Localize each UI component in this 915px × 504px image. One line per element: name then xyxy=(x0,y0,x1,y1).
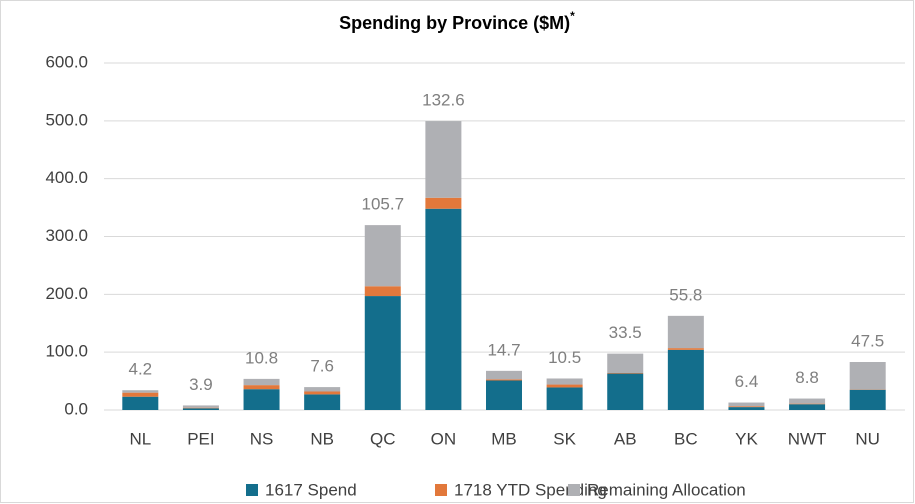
bar-segment xyxy=(364,225,401,287)
y-tick-label: 400.0 xyxy=(45,168,88,187)
x-tick-label: SK xyxy=(553,429,576,448)
bar-segment xyxy=(364,286,401,297)
data-label: 14.7 xyxy=(487,340,520,359)
y-tick-label: 0.0 xyxy=(64,399,88,418)
bar-segment xyxy=(546,378,583,385)
bar-segment xyxy=(849,389,886,410)
bar-segment xyxy=(425,197,462,209)
data-label: 55.8 xyxy=(669,285,702,304)
bar-segment xyxy=(364,296,401,410)
data-label: 7.6 xyxy=(310,357,334,376)
x-tick-label: NL xyxy=(129,429,151,448)
x-tick-label: YK xyxy=(735,429,758,448)
bar-segment xyxy=(486,379,522,381)
title-note: * xyxy=(570,9,575,23)
x-tick-label: AB xyxy=(614,429,637,448)
x-tick-label: MB xyxy=(491,429,517,448)
y-tick-label: 600.0 xyxy=(45,52,88,71)
bar-segment xyxy=(425,121,462,198)
data-label: 132.6 xyxy=(422,91,465,110)
bar-segment xyxy=(728,406,765,408)
bar-segment xyxy=(849,361,886,390)
x-tick-label: NU xyxy=(855,429,880,448)
data-label: 8.8 xyxy=(795,368,819,387)
y-tick-label: 300.0 xyxy=(45,226,88,245)
bar-segment xyxy=(667,348,704,350)
x-tick-label: PEI xyxy=(187,429,214,448)
legend-label: 1718 YTD Spending xyxy=(454,480,607,499)
x-tick-label: NS xyxy=(250,429,274,448)
bar-segment xyxy=(607,373,644,410)
legend-swatch xyxy=(435,484,447,496)
title-text: Spending by Province ($M) xyxy=(339,13,570,33)
bar-segment xyxy=(546,384,583,388)
bar-segment xyxy=(122,396,159,410)
data-label: 10.8 xyxy=(245,348,278,367)
data-label: 33.5 xyxy=(609,323,642,342)
bar-segment xyxy=(789,398,826,404)
bar-segment xyxy=(607,353,644,373)
bar-segment xyxy=(789,403,826,405)
data-label: 47.5 xyxy=(851,331,884,350)
bar-segment xyxy=(607,372,644,374)
bar-segment xyxy=(182,405,219,408)
legend-label: Remaining Allocation xyxy=(587,480,746,499)
bar-segment xyxy=(182,407,219,409)
data-label: 105.7 xyxy=(361,195,404,214)
bar-segment xyxy=(182,408,219,410)
x-tick-label: ON xyxy=(431,429,457,448)
bar-segment xyxy=(728,402,765,407)
bar-segment xyxy=(425,208,462,410)
bar-segment xyxy=(667,349,704,410)
data-label: 3.9 xyxy=(189,375,213,394)
x-tick-label: NB xyxy=(310,429,334,448)
y-tick-label: 200.0 xyxy=(45,284,88,303)
bar-segment xyxy=(546,387,583,410)
data-label: 6.4 xyxy=(735,372,759,391)
bar-segment xyxy=(789,404,826,410)
bar-segment xyxy=(122,390,159,393)
bar-segment xyxy=(667,315,704,349)
bar-segment xyxy=(304,391,341,395)
bar-segment xyxy=(122,392,159,397)
bar-segment xyxy=(243,385,280,390)
legend-swatch xyxy=(246,484,258,496)
x-tick-label: BC xyxy=(674,429,698,448)
data-label: 10.5 xyxy=(548,348,581,367)
bar-segment xyxy=(243,378,280,386)
bar-segment xyxy=(243,389,280,410)
x-tick-label: QC xyxy=(370,429,396,448)
y-tick-label: 100.0 xyxy=(45,342,88,361)
bar-segment xyxy=(304,394,341,410)
data-label: 4.2 xyxy=(128,360,152,379)
y-tick-label: 500.0 xyxy=(45,110,88,129)
bar-segment xyxy=(728,407,765,410)
chart-title: Spending by Province ($M)* xyxy=(339,9,575,33)
bar-segment xyxy=(486,370,522,380)
bar-segment xyxy=(486,380,522,410)
x-tick-label: NWT xyxy=(788,429,827,448)
bar-segment xyxy=(304,387,341,392)
legend-swatch xyxy=(568,484,580,496)
legend-label: 1617 Spend xyxy=(265,480,357,499)
